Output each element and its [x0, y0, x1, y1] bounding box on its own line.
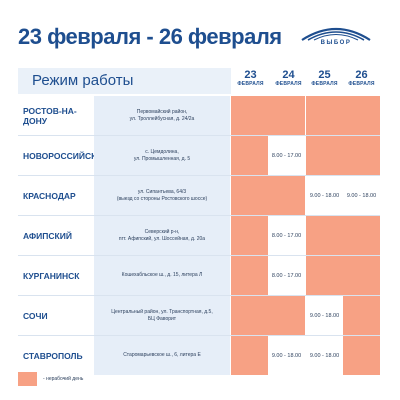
day-cell: 9.00 - 18.00: [306, 336, 343, 375]
address-cell: Центральный район, ул. Транспортная, д.5…: [94, 296, 230, 335]
address-line: БЦ Фаворит: [147, 315, 177, 322]
day-cell: [306, 256, 343, 295]
day-month: ФЕВРАЛЯ: [311, 81, 338, 87]
city-name: РОСТОВ-НА-ДОНУ: [23, 105, 77, 126]
city-name: СТАВРОПОЛЬ: [23, 350, 83, 361]
day-cell: 9.00 - 18.00: [268, 336, 305, 375]
row-divider: [18, 175, 380, 176]
address-line: Кошехабльское ш., д. 15, литера Л: [121, 272, 203, 278]
city-name: АФИПСКИЙ: [23, 230, 72, 241]
day-cell: [343, 336, 380, 375]
day-cell: [306, 96, 343, 135]
day-cell: [343, 96, 380, 135]
table-row: КРАСНОДАР ул. Сипантьева, 64/3 (выезд со…: [18, 176, 380, 216]
day-cell: [268, 296, 305, 335]
city-name: СОЧИ: [23, 310, 48, 321]
table-row: СТАВРОПОЛЬ Старомарьевское ш., 6, литера…: [18, 336, 380, 375]
day-cell: [231, 296, 268, 335]
row-divider: [18, 335, 380, 336]
address-line: (выезд со стороны Ростовского шоссе): [116, 195, 208, 202]
address-cell: Старомарьевское ш., 6, литера Е: [94, 336, 230, 375]
address-line: ул. Троллейбусная, д. 24/2а: [129, 115, 195, 122]
city-name: КУРГАНИНСК: [23, 270, 80, 281]
schedule-label: Режим работы: [32, 72, 134, 89]
address-cell: Северский р-н, пгт. Афипский, ул. Шоссей…: [94, 216, 230, 255]
day-cell: [231, 136, 268, 175]
day-cell: [306, 136, 343, 175]
row-divider: [18, 295, 380, 296]
day-cell: 8.00 - 17.00: [268, 136, 305, 175]
day-number: 26: [355, 69, 368, 81]
address-line: Центральный район, ул. Транспортная, д.5…: [111, 308, 213, 315]
day-cell: [231, 176, 268, 215]
legend-text: - нерабочий день: [43, 376, 84, 382]
address-cell: ул. Сипантьева, 64/3 (выезд со стороны Р…: [94, 176, 230, 215]
day-cell: [343, 256, 380, 295]
table-row: КУРГАНИНСК Кошехабльское ш., д. 15, лите…: [18, 256, 380, 296]
city-name: НОВОРОССИЙСК: [23, 150, 97, 161]
page-title: 23 февраля - 26 февраля: [18, 24, 282, 49]
day-cell: 8.00 - 17.00: [268, 216, 305, 255]
address-line: ул. Сипантьева, 64/3: [137, 188, 187, 195]
day-cell: 9.00 - 18.00: [306, 176, 343, 215]
logo-arc-icon: [301, 28, 371, 41]
day-cell: [231, 336, 268, 375]
day-month: ФЕВРАЛЯ: [237, 81, 264, 87]
day-cell: [231, 216, 268, 255]
day-number: 24: [282, 69, 295, 81]
day-cell: [306, 216, 343, 255]
address-cell: Кошехабльское ш., д. 15, литера Л: [94, 256, 230, 295]
day-header-4: 26 ФЕВРАЛЯ: [343, 70, 380, 88]
row-divider: [18, 255, 380, 256]
day-cell: 9.00 - 18.00: [306, 296, 343, 335]
table-row: АФИПСКИЙ Северский р-н, пгт. Афипский, у…: [18, 216, 380, 256]
day-cell: [268, 96, 305, 135]
day-cell: [343, 216, 380, 255]
day-cell: [343, 136, 380, 175]
day-number: 25: [318, 69, 331, 81]
address-line: ул. Промышленная, д. 5: [133, 155, 191, 162]
address-cell: с. Цемдолина, ул. Промышленная, д. 5: [94, 136, 230, 175]
day-month: ФЕВРАЛЯ: [348, 81, 375, 87]
address-line: с. Цемдолина,: [145, 148, 179, 155]
legend-swatch: [18, 372, 37, 386]
day-number: 23: [244, 69, 257, 81]
day-cell: [343, 296, 380, 335]
schedule-header: Режим работы: [18, 68, 231, 94]
row-divider: [18, 135, 380, 136]
address-line: Старомарьевское ш., 6, литера Е: [123, 352, 201, 358]
table-row: СОЧИ Центральный район, ул. Транспортная…: [18, 296, 380, 336]
day-header-1: 23 ФЕВРАЛЯ: [232, 70, 269, 88]
city-name: КРАСНОДАР: [23, 190, 76, 201]
address-cell: Первомайский район, ул. Троллейбусная, д…: [94, 96, 230, 135]
day-cell: 9.00 - 18.00: [343, 176, 380, 215]
day-cell: [231, 256, 268, 295]
table-row: НОВОРОССИЙСК с. Цемдолина, ул. Промышлен…: [18, 136, 380, 176]
address-line: Первомайский район,: [136, 108, 188, 115]
day-header-3: 25 ФЕВРАЛЯ: [306, 70, 343, 88]
day-month: ФЕВРАЛЯ: [275, 81, 302, 87]
row-divider: [18, 215, 380, 216]
address-line: Северский р-н,: [144, 228, 180, 235]
logo-text: ВЫБОР: [320, 40, 352, 46]
address-line: пгт. Афипский, ул. Шоссейная, д. 20а: [118, 235, 206, 242]
day-header-2: 24 ФЕВРАЛЯ: [270, 70, 307, 88]
day-cell: [268, 176, 305, 215]
table-row: РОСТОВ-НА-ДОНУ Первомайский район, ул. Т…: [18, 96, 380, 136]
day-cell: [231, 96, 268, 135]
company-logo: ВЫБОР: [298, 20, 374, 54]
day-cell: 8.00 - 17.00: [268, 256, 305, 295]
